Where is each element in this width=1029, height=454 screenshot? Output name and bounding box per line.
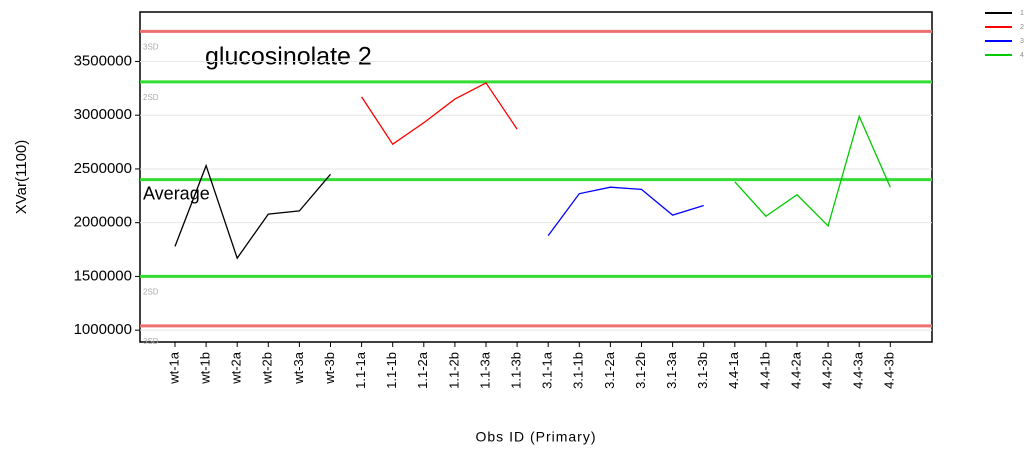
legend-label: 2 bbox=[1020, 24, 1024, 31]
series-line bbox=[547, 186, 704, 236]
x-tick-label: wt-2b bbox=[260, 352, 275, 385]
x-tick-label: 3.1-3b bbox=[695, 352, 710, 389]
y-tick-label: 3000000 bbox=[74, 106, 132, 123]
x-tick-label: wt-2a bbox=[229, 351, 244, 385]
x-tick-label: wt-3b bbox=[322, 352, 337, 385]
x-tick-label: 1.1-3a bbox=[477, 351, 492, 389]
x-tick-label: 3.1-2b bbox=[633, 352, 648, 389]
y-tick-label: 1000000 bbox=[74, 321, 132, 338]
x-tick-label: 1.1-3b bbox=[509, 352, 524, 389]
x-tick-label: 4.4-2a bbox=[788, 351, 803, 389]
series-line bbox=[174, 163, 331, 260]
x-tick-label: 1.1-2a bbox=[415, 351, 430, 389]
x-tick-label: 3.1-1a bbox=[540, 351, 555, 389]
y-tick-label: 2000000 bbox=[74, 214, 132, 231]
x-tick-label: 3.1-2a bbox=[602, 351, 617, 389]
legend-label: 1 bbox=[1020, 10, 1024, 17]
reference-label: 3SD bbox=[143, 42, 159, 51]
series-line bbox=[361, 82, 518, 146]
y-tick-label: 2500000 bbox=[74, 160, 132, 177]
reference-label: 3SD bbox=[143, 337, 159, 346]
x-tick-label: 4.4-1a bbox=[726, 351, 741, 389]
x-tick-label: wt-1b bbox=[198, 352, 213, 385]
x-tick-label: 3.1-3a bbox=[664, 351, 679, 389]
y-tick-label: 1500000 bbox=[74, 267, 132, 284]
legend-label: 3 bbox=[1020, 38, 1024, 45]
x-tick-label: 1.1-2b bbox=[446, 352, 461, 389]
x-tick-label: wt-3a bbox=[291, 351, 306, 385]
x-tick-label: 4.4-3b bbox=[882, 352, 897, 389]
series-line bbox=[734, 114, 891, 228]
y-axis-label: XVar(1100) bbox=[13, 140, 30, 214]
reference-label: 2SD bbox=[143, 288, 159, 297]
x-tick-label: 4.4-1b bbox=[757, 352, 772, 389]
reference-label: 2SD bbox=[143, 93, 159, 102]
x-tick-label: 1.1-1a bbox=[353, 351, 368, 389]
x-tick-label: wt-1a bbox=[166, 351, 181, 385]
x-tick-label: 1.1-1b bbox=[384, 352, 399, 389]
chart-title: glucosinolate 2 bbox=[205, 43, 372, 71]
plot-frame bbox=[139, 11, 933, 343]
y-tick-label: 3500000 bbox=[74, 52, 132, 69]
reference-label: Average bbox=[143, 183, 210, 203]
x-tick-label: 3.1-1b bbox=[571, 352, 586, 389]
x-tick-label: 4.4-3a bbox=[851, 351, 866, 389]
x-axis-label: Obs ID (Primary) bbox=[476, 429, 597, 445]
x-tick-label: 4.4-2b bbox=[820, 352, 835, 389]
legend-label: 4 bbox=[1020, 52, 1024, 59]
